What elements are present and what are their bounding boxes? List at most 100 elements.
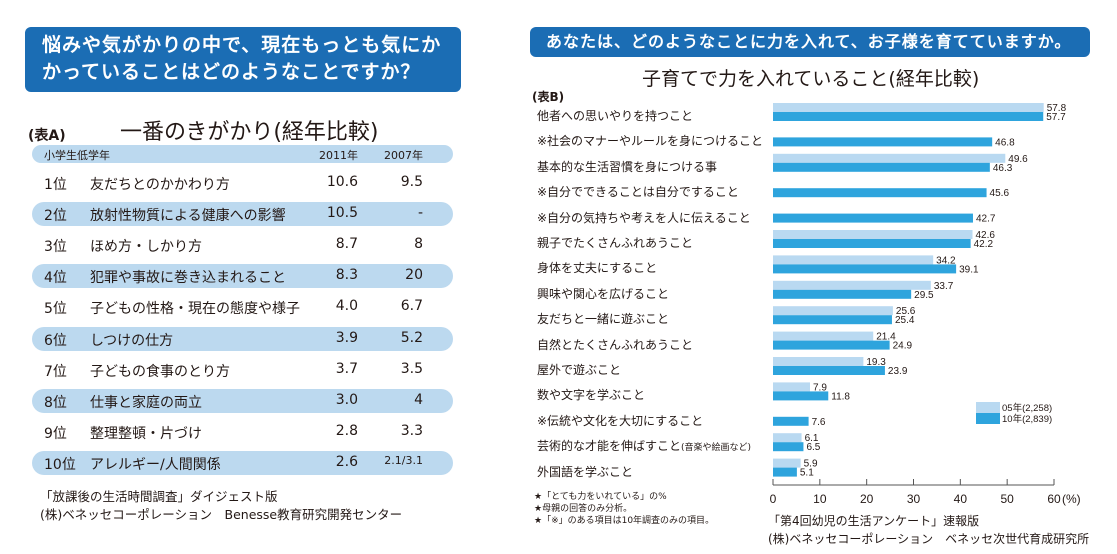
value-2011-cell: 10.6 — [326, 174, 358, 190]
item-cell: 子どもの性格・現在の態度や様子 — [90, 301, 300, 318]
category-text: 数や文字を学ぶこと — [537, 388, 646, 403]
x-axis-unit: (%) — [1062, 492, 1081, 506]
x-tick-label: 30 — [907, 492, 921, 506]
bar-value-label: 42.7 — [976, 214, 996, 225]
table-row: 4位 犯罪や事故に巻き込まれること 8.3 20 — [32, 264, 453, 289]
category-text: 基本的な生活習慣を身につける事 — [537, 159, 718, 174]
table-row: 7位 子どもの食事のとり方 3.7 3.5 — [32, 358, 453, 382]
chart-title: 子育てで力を入れていること(経年比較) — [642, 68, 980, 90]
bar-2010 — [773, 391, 829, 401]
table-row: 5位 子どもの性格・現在の態度や様子 4.0 6.7 — [32, 295, 453, 319]
category-text: 外国語を学ぶこと — [537, 464, 634, 479]
bar-value-label: 42.6 — [976, 230, 996, 241]
bar-value-label: 25.4 — [895, 315, 915, 326]
bar-value-label: 7.6 — [812, 417, 826, 428]
table-row: 8位 仕事と家庭の両立 3.0 4 — [32, 388, 453, 413]
bar-2010 — [773, 366, 885, 375]
header-group: 小学生低学年 — [44, 149, 110, 162]
item-cell: アレルギー/人間関係 — [90, 456, 221, 473]
value-2007-cell: 20 — [405, 267, 423, 284]
bar-2010 — [773, 112, 1044, 121]
question-line-1: 悩みや気がかりの中で、現在もっとも気にか — [42, 34, 442, 56]
bar-value-label: 23.9 — [888, 366, 908, 377]
bar-2005 — [773, 331, 874, 341]
rank-cell: 7位 — [44, 363, 67, 380]
value-2007-cell: 6.7 — [400, 298, 423, 315]
category-text: 他者への思いやりを持つこと — [537, 109, 694, 123]
bar-value-label: 11.8 — [831, 391, 850, 402]
source-b-line-1: 「第4回幼児の生活アンケート」速報版 — [768, 514, 980, 528]
question-line-2: かっていることはどのようなことですか？ — [42, 61, 421, 83]
item-cell: 放射性物質による健康への影響 — [90, 208, 286, 225]
bar-2010 — [773, 442, 804, 452]
bar-value-label: 42.2 — [974, 239, 994, 250]
x-tick-label: 40 — [954, 492, 968, 506]
rank-cell: 2位 — [44, 208, 67, 225]
table-row: 10位 アレルギー/人間関係 2.6 2.1/3.1 — [32, 450, 453, 475]
bar-value-label: 45.6 — [990, 188, 1010, 199]
note-3: ★「※」のある項目は10年調査のみの項目。 — [534, 516, 715, 526]
bar-value-label: 39.1 — [959, 264, 979, 275]
bar-value-label: 5.1 — [800, 468, 814, 479]
rank-cell: 9位 — [44, 425, 67, 442]
bar-value-label: 5.9 — [804, 459, 818, 470]
value-2011-cell: 8.3 — [335, 267, 358, 284]
value-2011-cell: 3.7 — [335, 360, 358, 377]
item-cell: 仕事と家庭の両立 — [90, 394, 202, 411]
category-text: 興味や関心を広げること — [537, 286, 670, 301]
source-b-line-2: (株)ベネッセコーポレーション ベネッセ次世代育成研究所 — [768, 532, 1090, 546]
bar-value-label: 21.4 — [876, 332, 896, 343]
value-2007-cell: 5.2 — [400, 329, 423, 346]
value-2011-cell: 2.6 — [335, 453, 358, 470]
category-label: 友だちと一緒に遊ぶこと — [537, 310, 669, 327]
header-2007: 2007年 — [384, 149, 423, 162]
value-2011-cell: 4.0 — [335, 298, 358, 315]
category-text: ※社会のマナーやルールを身につけること — [537, 134, 764, 149]
value-2007-cell: 2.1/3.1 — [384, 453, 423, 467]
bar-2010 — [773, 188, 987, 198]
table-row: 1位 友だちとのかかわり方 10.6 9.5 — [32, 171, 453, 195]
bar-value-label: 46.3 — [993, 163, 1013, 174]
bar-value-label: 25.6 — [896, 306, 916, 317]
category-label: 屋外で遊ぶこと — [537, 361, 621, 378]
value-2007-cell: 8 — [414, 236, 423, 253]
table-title-a: 一番のきがかり(経年比較) — [120, 120, 379, 145]
legend-swatch — [976, 413, 1000, 424]
table-header: 小学生低学年 2011年 2007年 — [32, 145, 453, 163]
category-text: 身体を丈夫にすること — [537, 261, 658, 276]
rank-cell: 1位 — [44, 177, 67, 193]
category-label: 自然とたくさんふれあうこと — [537, 336, 693, 353]
rank-cell: 6位 — [44, 332, 67, 349]
category-text: ※自分の気持ちや考えを人に伝えること — [537, 210, 751, 225]
item-cell: 友だちとのかかわり方 — [90, 177, 230, 193]
table-label-b: (表B) — [532, 90, 565, 104]
category-label: 数や文字を学ぶこと — [537, 386, 645, 403]
bar-value-label: 19.3 — [866, 357, 886, 368]
category-text: 自然とたくさんふれあうこと — [537, 337, 694, 352]
category-label: 他者への思いやりを持つこと — [537, 107, 693, 124]
bar-value-label: 46.8 — [995, 137, 1015, 148]
item-cell: 犯罪や事故に巻き込まれること — [90, 270, 286, 287]
value-2011-cell: 3.0 — [335, 391, 358, 408]
category-text: ※自分でできることは自分ですること — [537, 185, 739, 200]
rank-cell: 3位 — [44, 239, 67, 256]
bar-2005 — [773, 255, 934, 265]
x-tick-label: 50 — [1000, 492, 1014, 506]
bar-2010 — [773, 467, 797, 477]
item-cell: 子どもの食事のとり方 — [90, 363, 230, 380]
table-row: 2位 放射性物質による健康への影響 10.5 - — [32, 202, 453, 227]
bar-value-label: 6.1 — [805, 433, 819, 444]
source-a-line-1: 「放課後の生活時間調査」ダイジェスト版 — [40, 489, 278, 504]
rank-cell: 4位 — [44, 270, 67, 287]
bar-2010 — [773, 137, 993, 147]
table-row: 9位 整理整頓・片づけ 2.8 3.3 — [32, 420, 453, 444]
bar-value-label: 7.9 — [813, 382, 827, 393]
x-tick-label: 0 — [770, 492, 777, 506]
value-2007-cell: 3.3 — [400, 422, 423, 439]
bar-2010 — [773, 162, 990, 172]
category-label: 興味や関心を広げること — [537, 285, 669, 302]
category-label: 身体を丈夫にすること — [537, 259, 657, 276]
rank-cell: 5位 — [44, 301, 67, 318]
question-banner-b: あなたは、どのようなことに力を入れて、お子様を育てていますか。 — [530, 27, 1090, 57]
